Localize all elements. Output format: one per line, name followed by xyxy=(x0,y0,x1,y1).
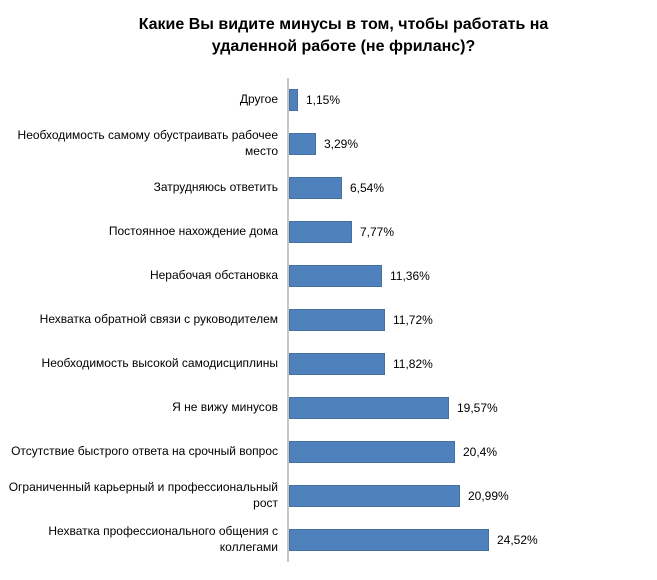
chart-row: Я не вижу минусов 19,57% xyxy=(0,386,657,430)
bar xyxy=(289,397,449,419)
chart-row: Затрудняюсь ответить 6,54% xyxy=(0,166,657,210)
bar-track: 11,82% xyxy=(287,342,657,386)
category-label: Я не вижу минусов xyxy=(172,400,278,415)
chart-row: Ограниченный карьерный и профессиональны… xyxy=(0,474,657,518)
value-label: 24,52% xyxy=(497,533,538,547)
category-label: Нехватка обратной связи с руководителем xyxy=(39,312,278,327)
category-label: Другое xyxy=(239,92,278,107)
value-label: 11,72% xyxy=(393,313,433,327)
value-label: 11,36% xyxy=(390,269,430,283)
category-label: Необходимость самому обустраивать рабоче… xyxy=(17,128,278,158)
category-label: Постоянное нахождение дома xyxy=(108,224,278,239)
chart-row: Постоянное нахождение дома 7,77% xyxy=(0,210,657,254)
value-label: 7,77% xyxy=(360,225,395,239)
value-label: 20,99% xyxy=(468,489,509,503)
chart-row: Отсутствие быстрого ответа на срочный во… xyxy=(0,430,657,474)
chart-row: Нерабочая обстановка 11,36% xyxy=(0,254,657,298)
bar-track: 1,15% xyxy=(287,78,657,122)
bar-track: 11,36% xyxy=(287,254,657,298)
bar xyxy=(289,177,342,199)
bar xyxy=(289,353,385,375)
bar-track: 7,77% xyxy=(287,210,657,254)
chart-row: Нехватка обратной связи с руководителем … xyxy=(0,298,657,342)
category-label: Ограниченный карьерный и профессиональны… xyxy=(8,480,278,510)
category-label: Затрудняюсь ответить xyxy=(153,180,278,195)
chart-row: Необходимость высокой самодисциплины 11,… xyxy=(0,342,657,386)
plot-area: Другое 1,15% Необходимость самому обустр… xyxy=(0,78,657,562)
value-label: 11,82% xyxy=(393,357,433,371)
bar-track: 6,54% xyxy=(287,166,657,210)
value-label: 19,57% xyxy=(457,401,498,415)
bar-track: 20,99% xyxy=(287,474,657,518)
value-label: 6,54% xyxy=(350,181,385,195)
value-label: 3,29% xyxy=(324,137,359,151)
chart-row: Необходимость самому обустраивать рабоче… xyxy=(0,122,657,166)
value-label: 1,15% xyxy=(306,93,341,107)
category-label: Нерабочая обстановка xyxy=(149,268,278,283)
value-label: 20,4% xyxy=(463,445,498,459)
category-label: Отсутствие быстрого ответа на срочный во… xyxy=(11,444,278,459)
chart-row: Другое 1,15% xyxy=(0,78,657,122)
bar xyxy=(289,133,316,155)
bar xyxy=(289,221,352,243)
category-label: Нехватка профессионального общения с кол… xyxy=(48,524,278,554)
bar xyxy=(289,265,382,287)
bar-track: 3,29% xyxy=(287,122,657,166)
chart-row: Нехватка профессионального общения с кол… xyxy=(0,518,657,562)
chart-title: Какие Вы видите минусы в том, чтобы рабо… xyxy=(138,16,549,55)
bar-track: 19,57% xyxy=(287,386,657,430)
bar xyxy=(289,309,385,331)
bar-track: 20,4% xyxy=(287,430,657,474)
bar xyxy=(289,485,460,507)
bar xyxy=(289,441,455,463)
bar-track: 24,52% xyxy=(287,518,657,562)
bar xyxy=(289,89,298,111)
bar xyxy=(289,529,489,551)
bar-track: 11,72% xyxy=(287,298,657,342)
category-label: Необходимость высокой самодисциплины xyxy=(41,356,278,371)
